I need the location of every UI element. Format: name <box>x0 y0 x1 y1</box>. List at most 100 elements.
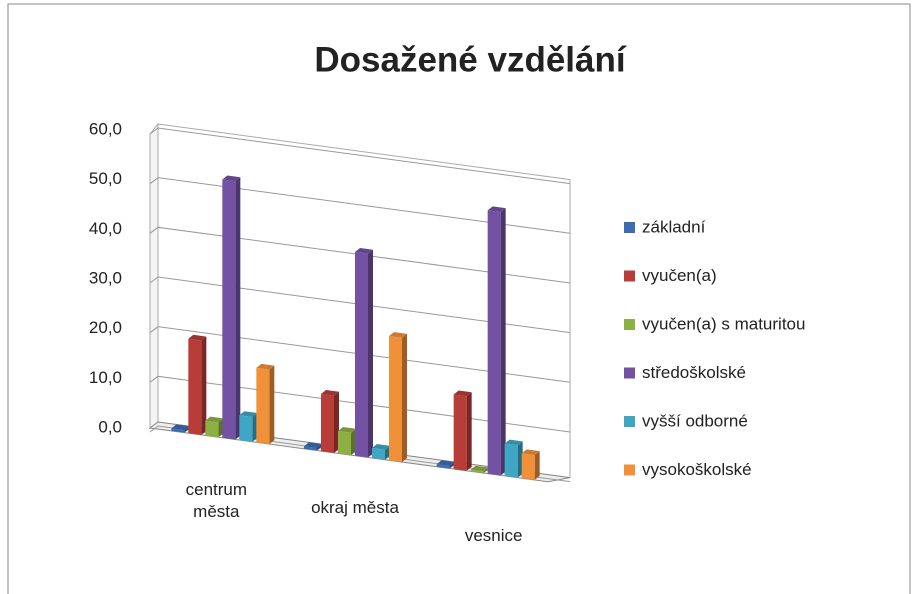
bar <box>188 334 207 435</box>
legend-swatch <box>624 367 635 379</box>
bar-face <box>269 365 275 445</box>
bar-face <box>500 208 506 476</box>
bar-face <box>385 445 390 460</box>
bar <box>389 332 407 463</box>
bar-face <box>483 467 489 474</box>
bar <box>453 390 472 471</box>
grid-line <box>149 127 571 185</box>
bar <box>256 363 275 445</box>
bar-face <box>504 439 523 446</box>
bar <box>222 175 241 440</box>
y-tick-label: 60,0 <box>89 119 122 138</box>
bar-face <box>470 465 489 472</box>
bar-face <box>534 451 540 480</box>
bar-face <box>321 389 339 396</box>
bar-face <box>256 367 270 445</box>
bar-face <box>304 442 322 449</box>
bar-face <box>372 448 385 460</box>
legend-label: základní <box>642 217 706 236</box>
bar-face <box>453 390 472 397</box>
bar <box>239 411 258 442</box>
bar-face <box>239 415 253 442</box>
y-tick-label: 0,0 <box>98 417 122 436</box>
bar-face <box>517 441 523 478</box>
bar-face <box>368 249 373 458</box>
bar-face <box>504 443 518 478</box>
y-tick-label: 30,0 <box>89 268 122 287</box>
bar-face <box>317 444 322 451</box>
bar-face <box>222 175 241 182</box>
bar-face <box>205 416 224 423</box>
legend-label: vyučen(a) s maturitou <box>642 314 805 333</box>
bar-face <box>521 453 535 480</box>
bar-face <box>355 248 373 254</box>
bar-face <box>470 469 484 474</box>
legend-label: vyšší odborné <box>642 411 748 430</box>
grid-line <box>149 326 571 383</box>
grid-line <box>149 425 571 483</box>
bar-face <box>389 332 407 338</box>
legend-label: vyučen(a) <box>642 266 717 285</box>
bar-face <box>321 393 334 453</box>
bar-face <box>304 446 317 451</box>
legend-label: středoškolské <box>642 363 746 382</box>
legend-swatch <box>624 222 635 233</box>
grid-line <box>149 276 571 334</box>
legend-swatch <box>624 416 635 427</box>
bar-face <box>201 336 207 435</box>
grid-line <box>149 226 571 284</box>
bar-face <box>449 461 455 469</box>
bar-face <box>235 177 241 440</box>
bar <box>321 389 339 453</box>
legend-swatch <box>624 270 635 282</box>
bar-face <box>521 449 540 456</box>
bar-face <box>351 428 356 456</box>
bar-face <box>256 363 275 370</box>
bar <box>171 424 190 433</box>
bar-face <box>355 252 368 458</box>
bar-face <box>487 206 506 213</box>
bar-face <box>222 179 236 440</box>
bar <box>521 449 540 480</box>
x-tick-label: okraj města <box>311 497 399 517</box>
bar <box>304 442 322 451</box>
bar-face <box>188 334 207 341</box>
bar-face <box>487 210 501 476</box>
chart-title: Dosažené vzdělání <box>314 40 626 79</box>
bar-face <box>338 431 351 456</box>
bar-face <box>334 391 339 453</box>
bar <box>470 465 489 474</box>
bar <box>436 460 455 469</box>
x-tick-label: centrum města <box>185 479 248 521</box>
legend-swatch <box>624 319 635 330</box>
legend-swatch <box>624 464 635 476</box>
bar-face <box>389 336 402 463</box>
bar-face <box>338 427 356 433</box>
grid-line <box>149 375 571 433</box>
bar-face <box>466 392 472 471</box>
legend-label: vysokoškolské <box>642 460 752 479</box>
bar <box>504 439 523 478</box>
bar-face <box>453 394 467 471</box>
y-tick-label: 10,0 <box>89 368 122 387</box>
bar-face <box>218 418 224 438</box>
x-tick-label: vesnice <box>464 525 523 545</box>
bar-face <box>205 420 219 438</box>
grid-line <box>149 177 571 234</box>
bar-face <box>402 333 407 463</box>
bar <box>487 206 506 476</box>
bar <box>355 248 373 458</box>
chart-border <box>7 3 911 594</box>
bar-face <box>184 426 190 433</box>
bar-face <box>188 338 202 435</box>
side-wall <box>149 122 159 429</box>
bar-face <box>171 428 185 433</box>
bar-face <box>436 460 455 466</box>
bar-face <box>372 444 390 450</box>
bar-face <box>436 464 450 469</box>
bar <box>372 444 390 460</box>
bar-face <box>239 411 258 417</box>
bar <box>338 427 356 456</box>
